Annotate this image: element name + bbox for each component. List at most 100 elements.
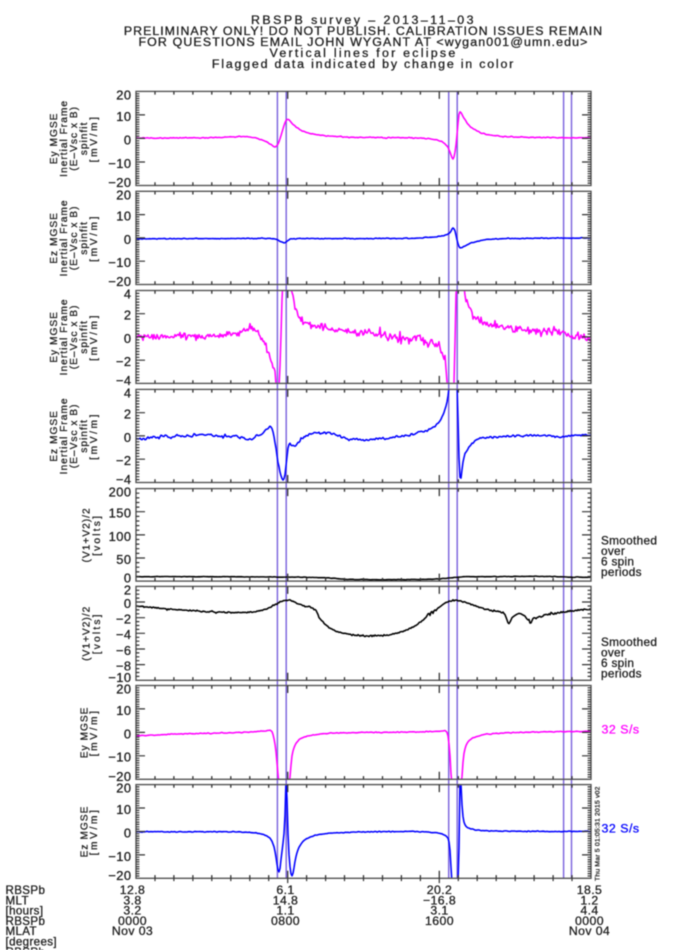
svg-text:10: 10 — [116, 209, 131, 224]
svg-text:−20: −20 — [108, 274, 131, 289]
svg-text:−20: −20 — [108, 175, 131, 190]
svg-text:3.8: 3.8 — [123, 893, 141, 907]
svg-text:20.2: 20.2 — [427, 883, 453, 897]
svg-text:32 S/s: 32 S/s — [602, 723, 640, 737]
svg-text:0000: 0000 — [118, 914, 147, 928]
svg-text:20: 20 — [116, 781, 131, 796]
svg-text:0: 0 — [124, 232, 132, 247]
svg-text:[mV/m]: [mV/m] — [89, 412, 100, 460]
svg-text:−4: −4 — [116, 627, 132, 642]
svg-text:−6: −6 — [116, 643, 132, 658]
svg-text:[mV/m]: [mV/m] — [89, 708, 100, 756]
svg-text:Nov 03: Nov 03 — [112, 924, 153, 938]
svg-text:6.1: 6.1 — [276, 883, 294, 897]
svg-text:(E–Vsc x B): (E–Vsc x B) — [69, 106, 80, 171]
svg-text:Smoothed: Smoothed — [601, 635, 657, 649]
svg-text:4.4: 4.4 — [580, 904, 598, 918]
svg-text:Nov 04: Nov 04 — [569, 924, 610, 938]
svg-text:Vertical lines for eclipse: Vertical lines for eclipse — [270, 46, 458, 60]
svg-text:2: 2 — [124, 407, 132, 422]
svg-text:Inertial Frame: Inertial Frame — [59, 199, 70, 276]
svg-text:2: 2 — [124, 308, 132, 323]
svg-text:6 spin: 6 spin — [601, 555, 634, 569]
svg-text:spinfit: spinfit — [79, 122, 90, 156]
svg-text:20: 20 — [116, 187, 131, 202]
svg-text:14.8: 14.8 — [273, 893, 299, 907]
svg-text:Inertial Frame: Inertial Frame — [59, 100, 70, 177]
svg-text:50: 50 — [116, 552, 131, 567]
svg-text:−16.8: −16.8 — [423, 893, 456, 907]
svg-text:Smoothed: Smoothed — [601, 534, 657, 548]
svg-text:[mV/m]: [mV/m] — [89, 214, 100, 262]
svg-text:10: 10 — [116, 109, 131, 124]
svg-text:Ez MGSE: Ez MGSE — [80, 806, 91, 858]
svg-text:10: 10 — [116, 703, 131, 718]
svg-text:18.5: 18.5 — [577, 883, 603, 897]
svg-text:3.1: 3.1 — [430, 904, 448, 918]
svg-text:MLAT: MLAT — [6, 925, 37, 938]
svg-text:20: 20 — [116, 682, 131, 697]
svg-text:1600: 1600 — [425, 914, 454, 928]
svg-text:MLT: MLT — [6, 894, 29, 907]
svg-text:4: 4 — [124, 287, 132, 302]
svg-text:spinfit: spinfit — [79, 320, 90, 354]
svg-text:(E–Vsc x B): (E–Vsc x B) — [69, 404, 80, 469]
svg-text:−10: −10 — [108, 670, 131, 685]
svg-text:Ez MGSE: Ez MGSE — [49, 410, 60, 462]
svg-text:100: 100 — [109, 529, 132, 544]
svg-text:−2: −2 — [116, 354, 132, 369]
svg-text:Inertial Frame: Inertial Frame — [59, 298, 70, 375]
svg-text:−2: −2 — [116, 612, 132, 627]
svg-text:[mV/m]: [mV/m] — [89, 808, 100, 856]
svg-text:12.8: 12.8 — [120, 883, 146, 897]
svg-text:10: 10 — [116, 802, 131, 817]
svg-text:0: 0 — [124, 430, 132, 445]
svg-text:(E–Vsc x B): (E–Vsc x B) — [69, 305, 80, 370]
svg-text:1.1: 1.1 — [276, 904, 294, 918]
svg-text:periods: periods — [601, 667, 642, 681]
svg-text:0000: 0000 — [575, 914, 604, 928]
svg-text:0: 0 — [124, 571, 132, 586]
svg-text:−10: −10 — [108, 255, 131, 270]
svg-text:[volts]: [volts] — [92, 612, 103, 654]
svg-text:Ey MGSE: Ey MGSE — [49, 113, 60, 165]
svg-text:periods: periods — [601, 565, 642, 579]
svg-text:Ez MGSE: Ez MGSE — [49, 212, 60, 264]
svg-text:150: 150 — [109, 506, 132, 521]
svg-text:0800: 0800 — [271, 914, 300, 928]
svg-text:2: 2 — [124, 583, 132, 598]
svg-text:Inertial Frame: Inertial Frame — [59, 397, 70, 474]
svg-text:0: 0 — [124, 825, 132, 840]
svg-text:Ey MGSE: Ey MGSE — [80, 707, 91, 759]
svg-text:−10: −10 — [108, 849, 131, 864]
svg-text:−8: −8 — [116, 659, 132, 674]
svg-text:[degrees]: [degrees] — [6, 936, 58, 949]
svg-text:200: 200 — [109, 485, 132, 500]
svg-text:4: 4 — [124, 386, 132, 401]
svg-text:0: 0 — [124, 132, 132, 147]
svg-text:6 spin: 6 spin — [601, 656, 634, 670]
svg-text:over: over — [601, 646, 625, 660]
svg-text:[mV/m]: [mV/m] — [89, 313, 100, 361]
svg-text:(E–Vsc x B): (E–Vsc x B) — [69, 206, 80, 271]
svg-text:1.2: 1.2 — [580, 893, 598, 907]
svg-text:spinfit: spinfit — [79, 221, 90, 255]
svg-text:−10: −10 — [108, 156, 131, 171]
svg-text:[hours]: [hours] — [6, 905, 44, 918]
svg-text:FOR QUESTIONS EMAIL JOHN WYGAN: FOR QUESTIONS EMAIL JOHN WYGANT AT <wyga… — [138, 35, 588, 49]
svg-text:RBSPb: RBSPb — [6, 915, 46, 928]
svg-text:[volts]: [volts] — [92, 514, 103, 556]
svg-text:20: 20 — [116, 88, 131, 103]
svg-text:RBSPB survey – 2013–11–03: RBSPB survey – 2013–11–03 — [251, 13, 476, 27]
svg-text:−4: −4 — [116, 472, 132, 487]
svg-text:PRELIMINARY ONLY! DO NOT PUBLI: PRELIMINARY ONLY! DO NOT PUBLISH. CALIBR… — [124, 24, 603, 38]
svg-text:−10: −10 — [108, 750, 131, 765]
svg-text:3.2: 3.2 — [123, 904, 141, 918]
svg-text:over: over — [601, 544, 625, 558]
svg-text:0: 0 — [124, 331, 132, 346]
svg-text:spinfit: spinfit — [79, 419, 90, 453]
svg-text:RBSPb: RBSPb — [6, 884, 46, 897]
svg-text:(V1+V2)/2: (V1+V2)/2 — [82, 507, 93, 562]
svg-text:0: 0 — [124, 726, 132, 741]
svg-text:−20: −20 — [108, 868, 131, 883]
